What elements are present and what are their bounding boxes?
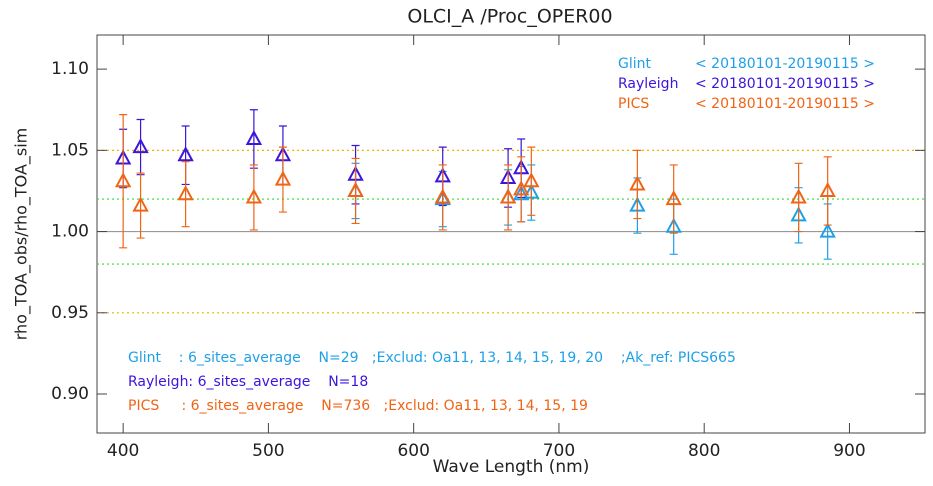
error-bar: [794, 162, 803, 233]
legend-period: < 20180101-20190115 >: [695, 56, 875, 72]
error-bar: [517, 156, 526, 223]
annotation: PICS : 6_sites_average N=736 ;Exclud: Oa…: [128, 398, 588, 414]
x-axis-label: Wave Length (nm): [433, 457, 590, 477]
marker: [347, 181, 364, 197]
marker: [819, 222, 836, 238]
y-tick-label: 1.05: [51, 140, 89, 160]
marker: [512, 180, 530, 196]
x-tick-label: 500: [252, 441, 284, 461]
error-bar: [527, 146, 536, 216]
x-tick-label: 800: [688, 441, 720, 461]
error-bar: [633, 149, 642, 220]
marker: [523, 172, 540, 188]
error-bar: [181, 161, 190, 228]
annotation: Glint : 6_sites_average N=29 ;Exclud: Oa…: [128, 350, 736, 366]
legend-period: < 20180101-20190115 >: [695, 96, 875, 112]
marker: [132, 137, 149, 154]
x-tick-label: 900: [833, 441, 865, 461]
marker: [132, 196, 149, 212]
y-tick-label: 0.95: [51, 303, 89, 323]
x-tick-label: 400: [107, 441, 139, 461]
error-bar: [278, 146, 287, 213]
error-bar: [351, 157, 360, 225]
chart-title: OLCI_A /Proc_OPER00: [407, 6, 612, 28]
legend-period: < 20180101-20190115 >: [695, 76, 875, 92]
error-bar: [504, 164, 513, 231]
y-tick-label: 1.10: [51, 59, 89, 79]
x-tick-label: 600: [397, 441, 429, 461]
error-bar: [249, 164, 258, 231]
marker: [629, 175, 646, 191]
annotation: Rayleigh: 6_sites_average N=18: [128, 374, 368, 390]
error-bar: [669, 164, 678, 234]
legend-label: PICS: [618, 96, 649, 112]
legend-label: Glint: [618, 56, 652, 72]
error-bar: [136, 172, 145, 239]
marker: [819, 181, 836, 197]
x-tick-label: 700: [543, 441, 575, 461]
y-tick-label: 1.00: [51, 222, 89, 242]
marker: [114, 172, 132, 188]
y-tick-label: 0.90: [51, 384, 89, 404]
marker: [274, 170, 292, 186]
marker: [499, 188, 517, 204]
error-bar: [119, 114, 128, 249]
marker: [665, 189, 682, 206]
marker: [177, 185, 194, 201]
error-bar: [823, 156, 832, 226]
y-axis-label: rho_TOA_obs/rho_TOA_sim: [12, 128, 32, 341]
error-bar: [438, 164, 447, 231]
marker: [245, 129, 263, 145]
marker: [790, 188, 807, 204]
legend-label: Rayleigh: [618, 76, 678, 92]
marker: [245, 188, 263, 204]
plot-frame: [96, 34, 926, 434]
marker: [434, 188, 451, 204]
marker: [177, 146, 194, 162]
